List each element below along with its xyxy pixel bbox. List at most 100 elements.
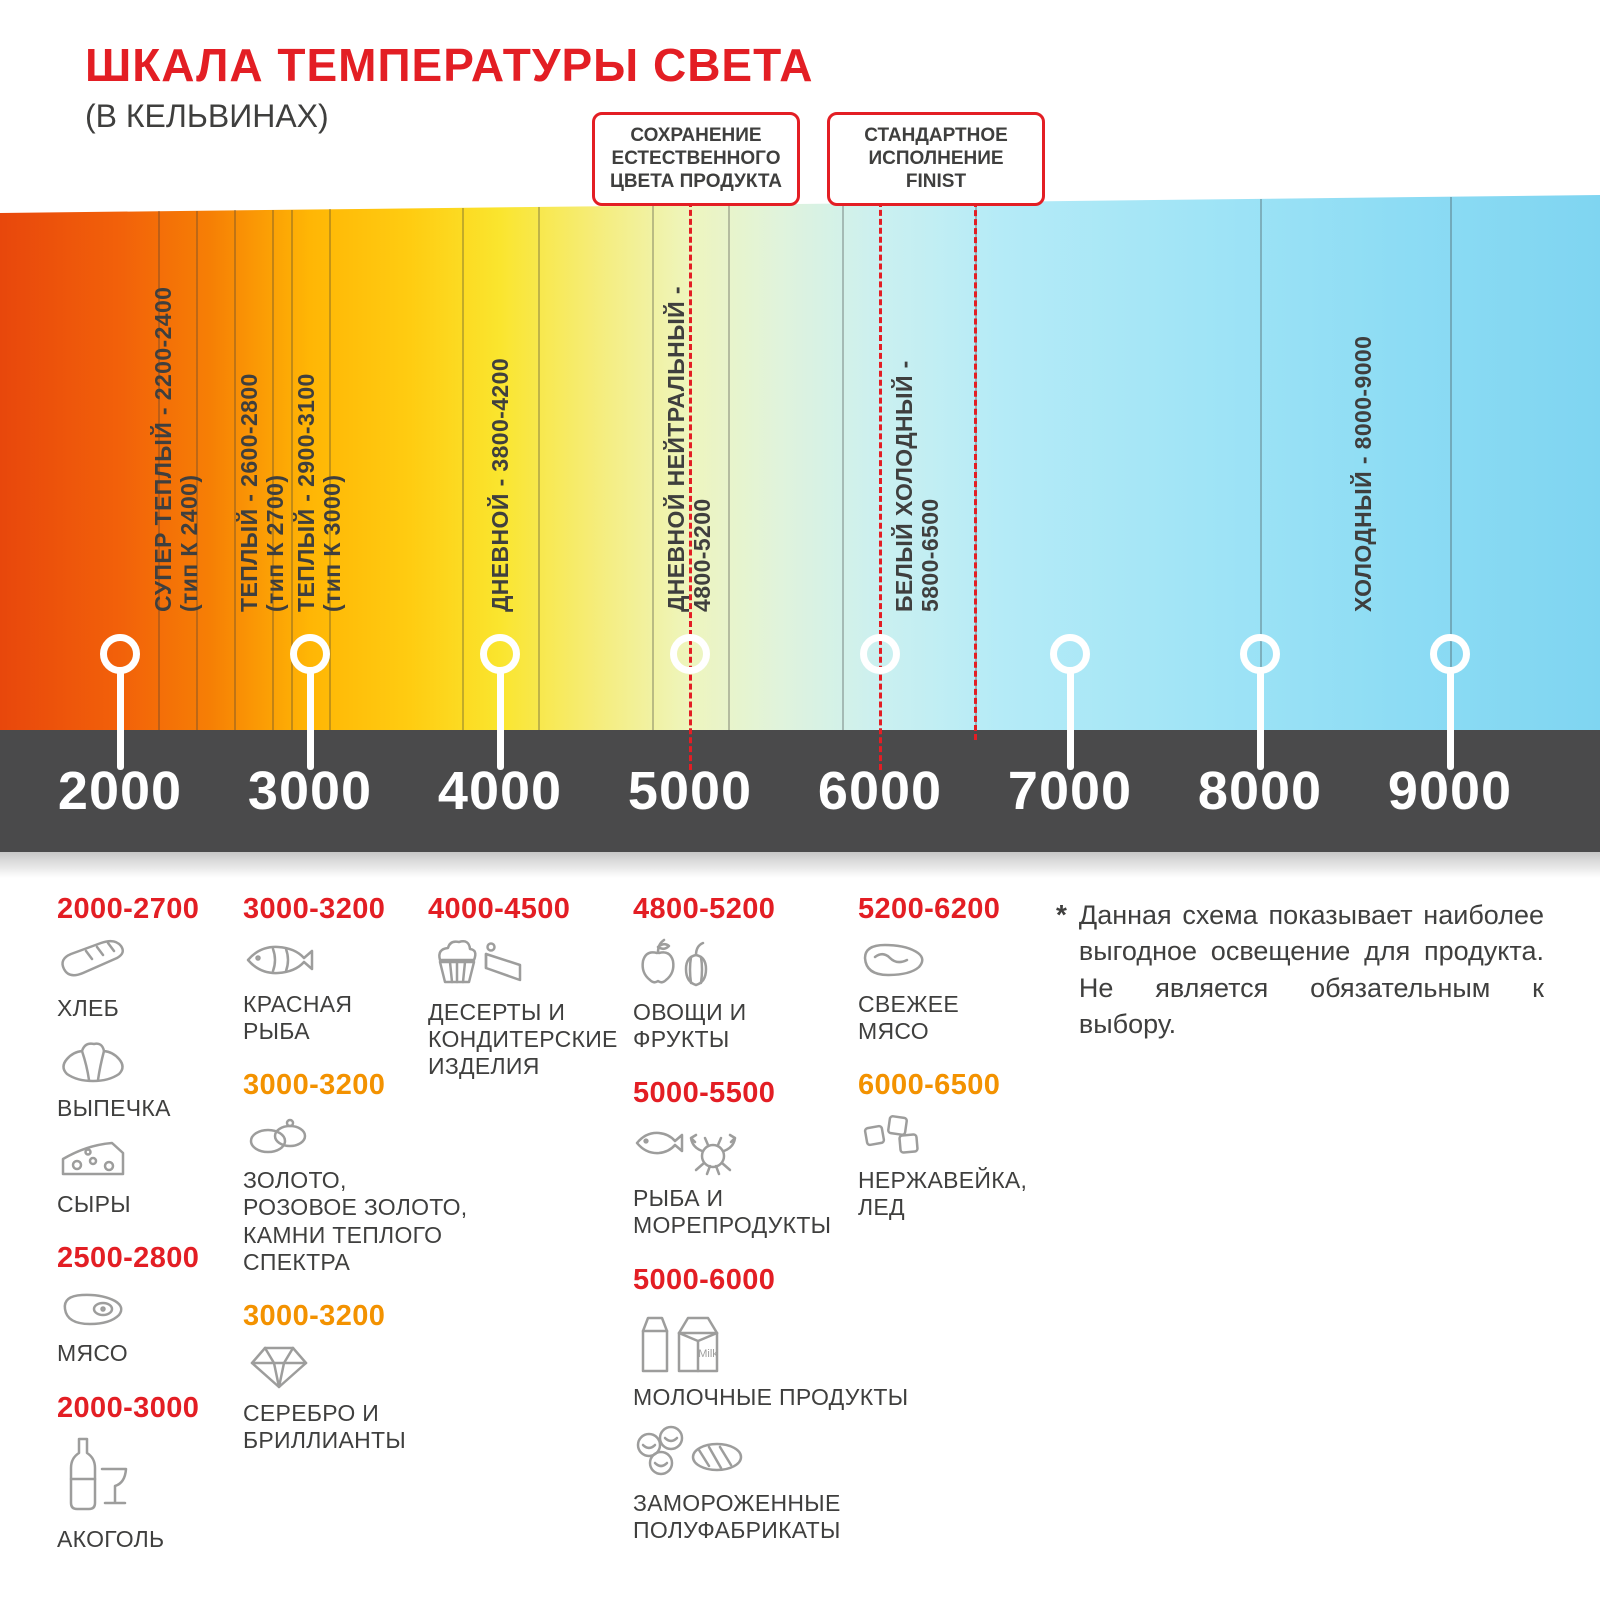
category-item: ХЛЕБ <box>57 934 235 1022</box>
kelvin-range-heading: 2000-3000 <box>57 1391 200 1424</box>
scale-range-label-main: БЕЛЫЙ ХОЛОДНЫЙ - <box>891 360 917 612</box>
scale-range-label: ХОЛОДНЫЙ - 8000-9000 <box>1350 336 1376 612</box>
category-item-label: ЗАМОРОЖЕННЫЕ ПОЛУФАБРИКАТЫ <box>633 1489 841 1543</box>
scale-gridline <box>1260 198 1262 730</box>
category-group: 6000-6500 НЕРЖАВЕЙКА, ЛЕД <box>858 1069 1070 1221</box>
scale-range-label: БЕЛЫЙ ХОЛОДНЫЙ -5800-6500 <box>891 360 943 612</box>
footnote-asterisk: * <box>1056 899 1067 930</box>
category-item: КРАСНАЯ РЫБА <box>243 934 481 1045</box>
category-item: СЕРЕБРО И БРИЛЛИАНТЫ <box>243 1341 481 1454</box>
category-column: 4000-4500 ДЕСЕРТЫ И КОНДИТЕРСКИЕ ИЗДЕЛИЯ <box>428 893 638 1104</box>
category-item-label: ЗОЛОТО, РОЗОВОЕ ЗОЛОТО, КАМНИ ТЕПЛОГО СП… <box>243 1167 468 1275</box>
category-item: ОВОЩИ И ФРУКТЫ <box>633 934 925 1053</box>
scale-gridline <box>291 209 293 730</box>
scale-gridline <box>538 206 540 730</box>
axis-tick-label: 3000 <box>247 761 373 821</box>
scale-marker-stem <box>1066 668 1074 770</box>
seafood-icon <box>633 1118 925 1181</box>
category-item-label: АКОГОЛЬ <box>57 1525 165 1552</box>
kelvin-range-heading: 4800-5200 <box>633 893 776 925</box>
category-item-label: ОВОЩИ И ФРУКТЫ <box>633 999 747 1053</box>
scale-range-label-main: СУПЕР ТЕПЛЫЙ - 2200-2400 <box>150 286 176 612</box>
scale-range-label-sub: (тип К 3000) <box>318 474 345 612</box>
scale-range-label-sub: (тип К 2700) <box>261 474 288 612</box>
category-item-label: СЕРЕБРО И БРИЛЛИАНТЫ <box>243 1399 407 1453</box>
axis-tick-label: 2000 <box>57 761 183 821</box>
category-item-label: МОЛОЧНЫЕ ПРОДУКТЫ <box>633 1383 909 1410</box>
kelvin-range-heading: 3000-3200 <box>243 1299 386 1332</box>
scale-marker-dot <box>670 634 710 674</box>
axis-tick-label: 9000 <box>1387 761 1513 821</box>
scale-marker-stem <box>306 668 314 770</box>
scale-marker-dot <box>1050 634 1090 674</box>
scale-range-label: ТЕПЛЫЙ - 2600-2800 (тип К 2700) <box>236 373 288 612</box>
scale-gridline <box>234 210 236 730</box>
scale-marker-stem <box>1446 668 1454 770</box>
scale-gridline <box>329 209 331 730</box>
scale-range-label-sub: 5800-6500 <box>917 498 943 612</box>
category-item: РЫБА И МОРЕПРОДУКТЫ <box>633 1118 925 1239</box>
scale-range-label-sub: 4800-5200 <box>689 498 715 612</box>
kelvin-axis-bar <box>0 730 1600 852</box>
vegetables-icon <box>633 934 925 995</box>
category-item: НЕРЖАВЕЙКА, ЛЕД <box>858 1110 1070 1221</box>
scale-range-label-main: ДНЕВНОЙ НЕЙТРАЛЬНЫЙ - <box>663 286 689 612</box>
rings-icon <box>243 1110 481 1163</box>
category-item: СЫРЫ <box>57 1134 235 1218</box>
scale-marker-dot <box>1240 634 1280 674</box>
scale-range-label-main: ДНЕВНОЙ - 3800-4200 <box>487 357 513 612</box>
scale-range-label: ТЕПЛЫЙ - 2900-3100 (тип К 3000) <box>293 373 345 612</box>
category-group: 3000-3200 КРАСНАЯ РЫБА <box>243 893 481 1045</box>
milk-icon: Milk <box>633 1305 925 1380</box>
scale-area: СУПЕР ТЕПЛЫЙ - 2200-2400 (тип К 2400) ТЕПЛ… <box>0 192 1600 878</box>
category-item: ВЫПЕЧКА <box>57 1034 235 1122</box>
scale-gridline <box>272 209 274 730</box>
category-item-label: ДЕСЕРТЫ И КОНДИТЕРСКИЕ ИЗДЕЛИЯ <box>428 999 618 1080</box>
axis-tick-label: 4000 <box>437 761 563 821</box>
scale-marker-dot <box>480 634 520 674</box>
kelvin-range-heading: 4000-4500 <box>428 893 571 925</box>
kelvin-range-heading: 3000-3200 <box>243 1069 386 1102</box>
category-column: 3000-3200 КРАСНАЯ РЫБА 3000-3200 ЗОЛОТО, РО… <box>243 893 481 1478</box>
axis-tick-label: 5000 <box>627 761 753 821</box>
scale-gridline <box>158 211 160 730</box>
dessert-icon <box>428 934 638 995</box>
category-item-label: ХЛЕБ <box>57 995 120 1021</box>
callout-finist-standard: СТАНДАРТНОЕ ИСПОЛНЕНИЕ FINIST <box>827 112 1045 206</box>
category-item-label: ВЫПЕЧКА <box>57 1095 171 1122</box>
kelvin-range-heading: 6000-6500 <box>858 1069 1001 1102</box>
highlight-dashed-line <box>688 192 692 770</box>
category-item-label: КРАСНАЯ РЫБА <box>243 991 353 1045</box>
scale-range-label-main: ТЕПЛЫЙ - 2900-3100 <box>292 373 319 612</box>
category-item: МЯСО <box>57 1283 235 1367</box>
svg-text:Milk: Milk <box>698 1348 718 1360</box>
scale-range-label-main: ТЕПЛЫЙ - 2600-2800 <box>235 373 262 612</box>
scale-range-label-main: ХОЛОДНЫЙ - 8000-9000 <box>1349 335 1376 612</box>
scale-gridline <box>728 204 730 730</box>
frozen-icon <box>633 1423 925 1486</box>
category-group: 2000-2700 ХЛЕБ ВЫПЕЧКА СЫРЫ <box>57 893 235 1218</box>
category-column: 5200-6200 СВЕЖЕЕ МЯСО 6000-6500 НЕРЖАВЕЙКА,… <box>858 893 1070 1246</box>
cheese-icon <box>57 1134 235 1187</box>
page-title: ШКАЛА ТЕМПЕРАТУРЫ СВЕТА <box>85 39 814 91</box>
category-item-label: РЫБА И МОРЕПРОДУКТЫ <box>633 1185 832 1239</box>
ice-icon <box>858 1110 1070 1163</box>
axis-bar-shadow <box>0 852 1600 878</box>
scale-marker-stem <box>1256 668 1264 770</box>
axis-tick-label: 7000 <box>1007 761 1133 821</box>
scale-marker-dot <box>290 634 330 674</box>
kelvin-range-heading: 2500-2800 <box>57 1242 200 1275</box>
category-item-label: НЕРЖАВЕЙКА, ЛЕД <box>858 1167 1028 1221</box>
category-column: 2000-2700 ХЛЕБ ВЫПЕЧКА СЫРЫ 2500-2800 МЯСО 200… <box>57 893 235 1577</box>
category-group: 4800-5200 ОВОЩИ И ФРУКТЫ <box>633 893 925 1053</box>
kelvin-range-heading: 5200-6200 <box>858 893 1001 925</box>
category-group: 3000-3200 ЗОЛОТО, РОЗОВОЕ ЗОЛОТО, КАМНИ Т… <box>243 1069 481 1276</box>
footnote: * Данная схема показывает наиболее выгод… <box>1056 897 1544 1043</box>
temperature-gradient <box>0 195 1600 730</box>
highlight-dashed-line <box>973 192 977 740</box>
category-item: АКОГОЛЬ <box>57 1433 235 1553</box>
category-item-label: МЯСО <box>57 1340 128 1367</box>
scale-gridline <box>196 210 198 730</box>
category-group: 5200-6200 СВЕЖЕЕ МЯСО <box>858 893 1070 1045</box>
